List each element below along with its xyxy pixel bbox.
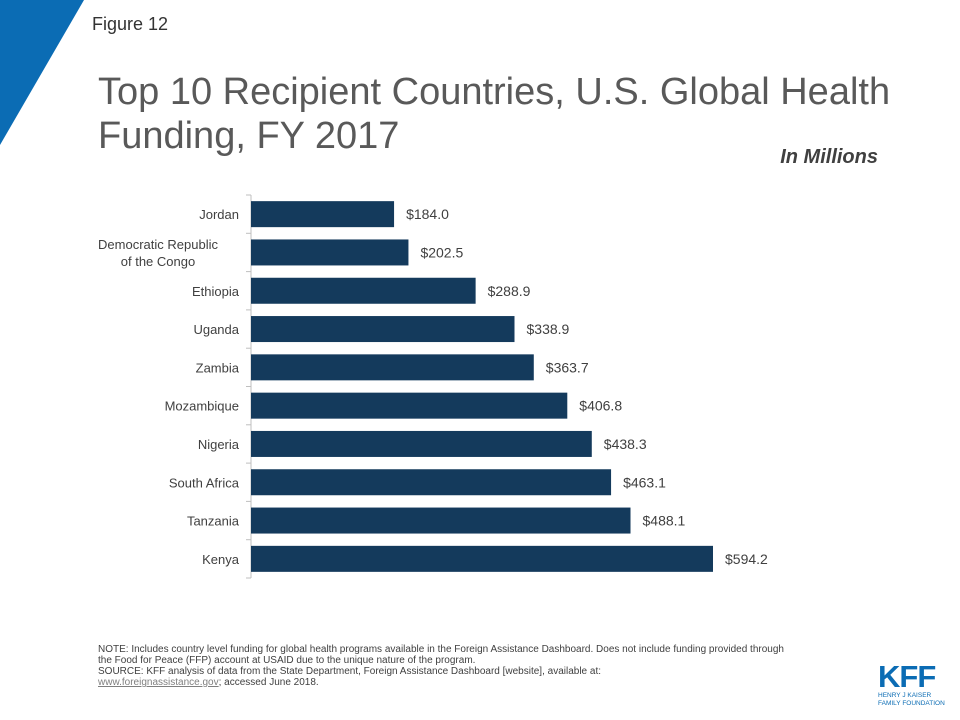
- data-label-5: $406.8: [579, 398, 622, 414]
- category-label-line: Mozambique: [165, 399, 239, 414]
- category-label-3: Uganda: [193, 322, 239, 337]
- data-label-4: $363.7: [546, 359, 589, 375]
- bar-0: [251, 201, 395, 228]
- bar-1: [251, 239, 409, 266]
- category-label-line: Uganda: [193, 322, 239, 337]
- category-label-line: Ethiopia: [192, 284, 240, 299]
- bar-2: [251, 277, 476, 304]
- bar-9: [251, 545, 713, 572]
- data-label-7: $463.1: [623, 474, 666, 490]
- source-text: SOURCE: KFF analysis of data from the St…: [98, 666, 798, 688]
- kff-logo: KFF HENRY J KAISER FAMILY FOUNDATION: [878, 659, 948, 708]
- bar-4: [251, 354, 534, 381]
- bar-6: [251, 430, 592, 457]
- bar-5: [251, 392, 568, 419]
- category-label-line: Nigeria: [198, 437, 240, 452]
- data-label-8: $488.1: [643, 513, 686, 529]
- data-label-6: $438.3: [604, 436, 647, 452]
- data-label-9: $594.2: [725, 551, 768, 567]
- category-label-9: Kenya: [202, 552, 240, 567]
- category-label-1: Democratic Republic of the Congo: [98, 237, 218, 269]
- logo-line-2: FAMILY FOUNDATION: [878, 700, 945, 707]
- category-label-4: Zambia: [196, 360, 240, 375]
- category-label-7: South Africa: [169, 475, 240, 490]
- source-suffix: ; accessed June 2018.: [218, 677, 319, 688]
- source-link[interactable]: www.foreignassistance.gov: [98, 677, 219, 688]
- data-label-3: $338.9: [527, 321, 570, 337]
- corner-accent: [0, 0, 84, 145]
- logo-mark: KFF: [878, 659, 936, 694]
- category-label-5: Mozambique: [165, 399, 239, 414]
- category-label-line: South Africa: [169, 475, 240, 490]
- note-text: NOTE: Includes country level funding for…: [98, 644, 784, 666]
- category-label-line: Jordan: [199, 207, 239, 222]
- data-label-2: $288.9: [488, 283, 531, 299]
- bar-3: [251, 316, 515, 343]
- category-label-line: of the Congo: [121, 254, 195, 269]
- category-label-line: Tanzania: [187, 514, 240, 529]
- category-label-2: Ethiopia: [192, 284, 240, 299]
- data-label-0: $184.0: [406, 206, 449, 222]
- category-label-line: Zambia: [196, 360, 240, 375]
- category-label-line: Democratic Republic: [98, 237, 218, 252]
- units-label: In Millions: [780, 146, 878, 168]
- category-label-0: Jordan: [199, 207, 239, 222]
- bar-7: [251, 469, 612, 496]
- figure-label: Figure 12: [92, 14, 169, 34]
- bar-chart: $184.0 Jordan $202.5 Democratic Republic of …: [98, 194, 768, 579]
- bar-8: [251, 507, 631, 534]
- category-label-6: Nigeria: [198, 437, 240, 452]
- data-label-1: $202.5: [420, 244, 463, 260]
- source-prefix: SOURCE: KFF analysis of data from the St…: [98, 666, 602, 677]
- footnote: NOTE: Includes country level funding for…: [98, 644, 798, 688]
- logo-line-1: HENRY J KAISER: [878, 692, 932, 699]
- chart-title: Top 10 Recipient Countries, U.S. Global …: [98, 71, 891, 157]
- category-label-line: Kenya: [202, 552, 240, 567]
- category-label-8: Tanzania: [187, 514, 240, 529]
